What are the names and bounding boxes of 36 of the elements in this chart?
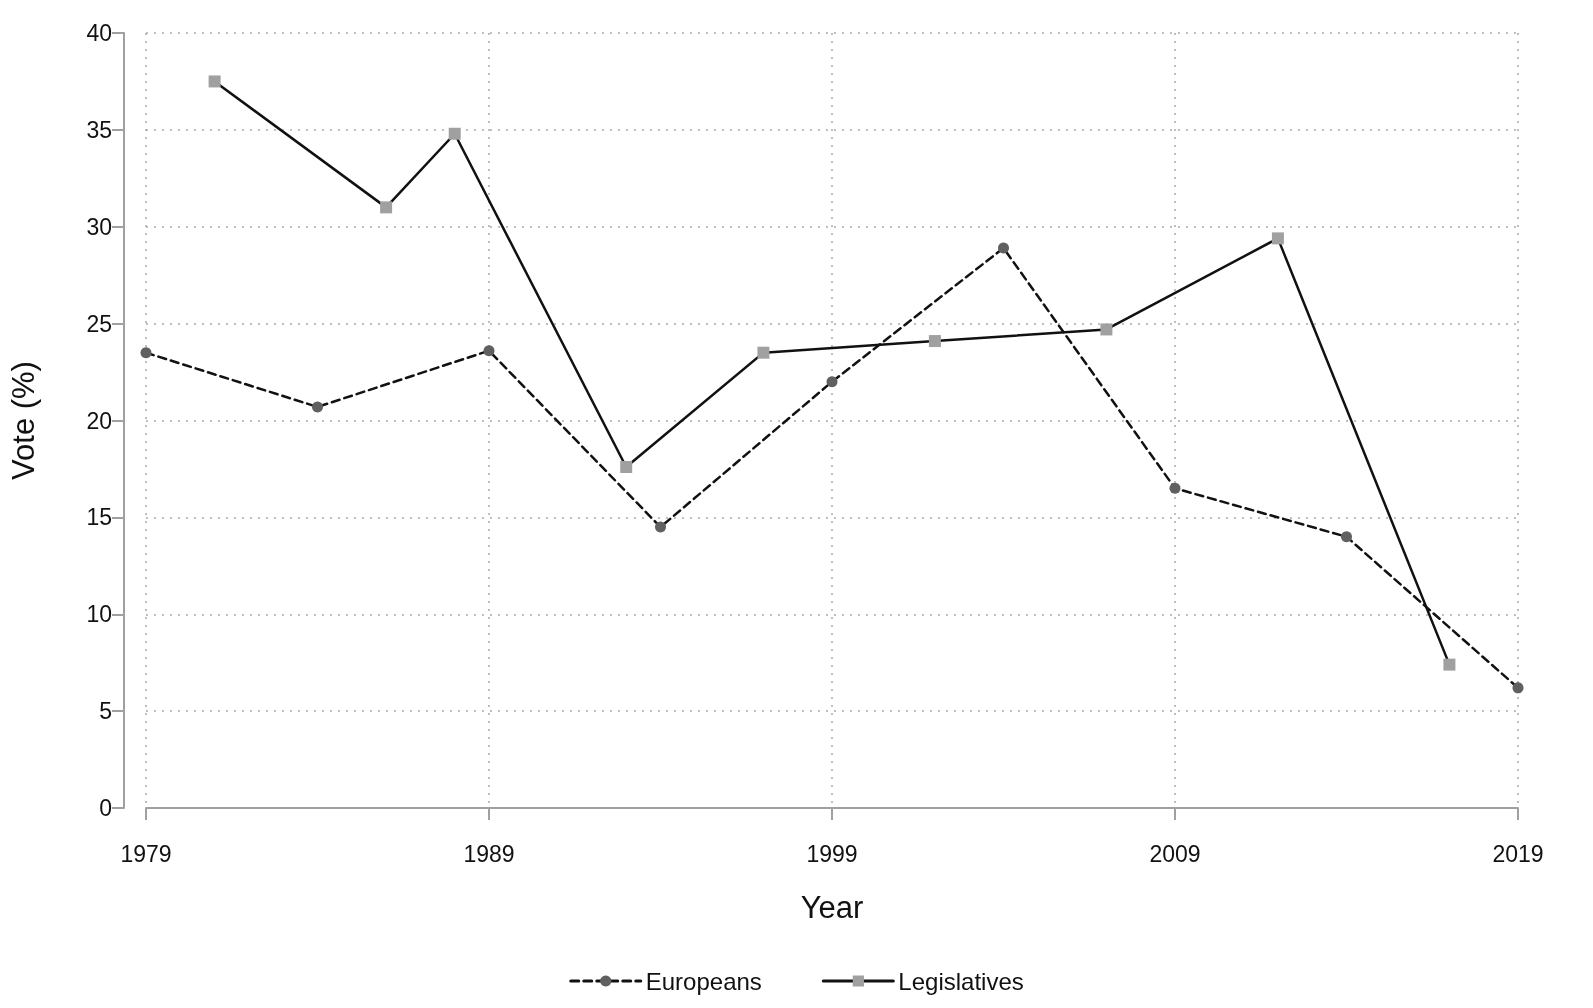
y-tick-label: 35 xyxy=(86,116,112,143)
point xyxy=(998,242,1009,254)
point xyxy=(208,75,221,88)
x-tick-label: 2019 xyxy=(1492,840,1544,867)
point xyxy=(1169,482,1181,494)
point xyxy=(448,127,461,140)
point xyxy=(140,347,152,359)
point xyxy=(928,335,941,348)
x-tick-label: 2009 xyxy=(1149,840,1201,867)
point xyxy=(483,345,495,357)
x-tick-label: 1979 xyxy=(120,840,172,867)
point xyxy=(1512,682,1524,694)
x-tick-label: 1999 xyxy=(806,840,858,867)
y-tick-label: 5 xyxy=(99,698,112,725)
point xyxy=(1341,531,1352,543)
y-tick-label: 40 xyxy=(86,20,112,46)
point xyxy=(380,201,393,214)
x-tick-label: 1989 xyxy=(463,840,515,867)
point xyxy=(620,461,633,473)
y-tick-label: 0 xyxy=(99,795,112,821)
y-tick-label: 10 xyxy=(86,601,112,628)
point xyxy=(1443,658,1456,671)
y-axis-title: Vote (%) xyxy=(6,361,41,480)
legend-label: Europeans xyxy=(645,967,762,995)
point xyxy=(312,401,323,413)
point xyxy=(1100,323,1113,336)
y-tick-label: 15 xyxy=(86,504,112,531)
y-tick-label: 25 xyxy=(86,310,112,337)
point xyxy=(1271,232,1284,245)
x-axis-title: Year xyxy=(800,890,864,925)
y-tick-label: 30 xyxy=(86,213,112,240)
y-tick-label: 20 xyxy=(86,407,112,434)
legend-label: Legislatives xyxy=(898,967,1024,995)
point xyxy=(826,376,838,388)
point xyxy=(757,346,770,359)
point xyxy=(655,521,666,533)
